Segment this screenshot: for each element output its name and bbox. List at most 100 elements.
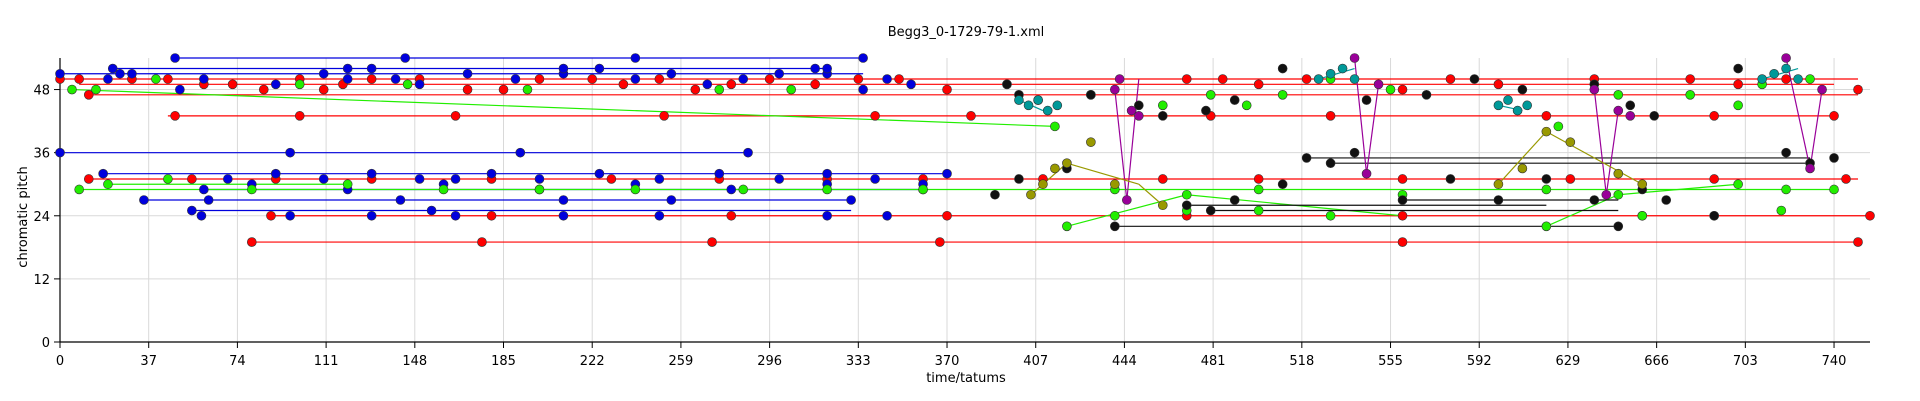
note-point bbox=[1253, 205, 1264, 216]
note-point bbox=[1385, 84, 1396, 95]
note-line bbox=[1138, 183, 1164, 206]
note-point bbox=[1793, 74, 1803, 84]
note-point bbox=[395, 195, 406, 205]
note-point bbox=[1493, 179, 1504, 190]
note-point bbox=[1110, 221, 1120, 232]
note-point bbox=[1122, 195, 1132, 205]
note-point bbox=[942, 84, 952, 95]
note-point bbox=[1541, 111, 1552, 121]
x-tick-label: 259 bbox=[668, 354, 693, 369]
note-point bbox=[1493, 79, 1504, 90]
note-point bbox=[1397, 84, 1408, 95]
note-point bbox=[400, 53, 411, 63]
note-point bbox=[1397, 195, 1408, 205]
note-point bbox=[175, 84, 185, 95]
note-point bbox=[1865, 210, 1875, 221]
tick-labels: 0 37 74 111 148 185 222 259 296 333 370 407 444 481 51… bbox=[33, 84, 1846, 369]
note-point bbox=[1493, 100, 1504, 111]
y-axis-label: chromatic pitch bbox=[16, 166, 31, 267]
note-point bbox=[294, 111, 305, 121]
note-point bbox=[270, 79, 281, 90]
note-point bbox=[486, 168, 497, 179]
note-point bbox=[1841, 174, 1851, 184]
note-point bbox=[74, 184, 84, 195]
note-point bbox=[1493, 195, 1504, 205]
note-line bbox=[1809, 89, 1823, 169]
note-point bbox=[630, 74, 641, 84]
note-point bbox=[594, 63, 605, 74]
note-point bbox=[1086, 137, 1096, 147]
note-point bbox=[1541, 184, 1552, 195]
note-point bbox=[1517, 163, 1528, 174]
note-point bbox=[318, 68, 329, 79]
note-point bbox=[1661, 195, 1672, 205]
note-point bbox=[67, 84, 77, 95]
note-point bbox=[858, 84, 868, 95]
x-tick-label: 111 bbox=[314, 354, 339, 369]
note-point bbox=[1853, 84, 1863, 95]
note-point bbox=[1625, 100, 1636, 111]
note-point bbox=[1026, 189, 1036, 200]
note-point bbox=[1277, 90, 1288, 100]
note-point bbox=[666, 195, 677, 205]
note-point bbox=[1313, 74, 1324, 84]
note-line bbox=[1497, 131, 1547, 185]
note-point bbox=[170, 111, 180, 121]
note-point bbox=[822, 184, 832, 195]
note-point bbox=[342, 74, 353, 84]
note-point bbox=[1023, 100, 1034, 111]
note-point bbox=[846, 195, 856, 205]
x-tick-label: 37 bbox=[140, 354, 157, 369]
note-point bbox=[227, 79, 238, 90]
note-line bbox=[1030, 162, 1068, 196]
note-point bbox=[1541, 174, 1552, 184]
note-line bbox=[1546, 131, 1643, 185]
note-point bbox=[266, 210, 276, 221]
note-point bbox=[858, 53, 868, 63]
note-line bbox=[1761, 67, 1799, 80]
note-point bbox=[477, 237, 487, 247]
note-point bbox=[1337, 63, 1348, 74]
note-point bbox=[1776, 205, 1787, 216]
note-point bbox=[187, 205, 197, 216]
note-point bbox=[83, 174, 94, 184]
note-point bbox=[462, 68, 473, 79]
note-point bbox=[1325, 111, 1336, 121]
note-point bbox=[1685, 74, 1695, 84]
x-tick-label: 185 bbox=[491, 354, 516, 369]
note-point bbox=[1325, 210, 1336, 221]
x-tick-label: 666 bbox=[1644, 354, 1669, 369]
note-point bbox=[127, 68, 137, 79]
note-point bbox=[726, 184, 737, 195]
note-point bbox=[764, 74, 775, 84]
note-point bbox=[1709, 210, 1719, 221]
note-point bbox=[1110, 84, 1120, 95]
note-point bbox=[1445, 74, 1456, 84]
note-point bbox=[1829, 184, 1839, 195]
note-point bbox=[1349, 147, 1360, 158]
note-point bbox=[115, 68, 125, 79]
note-point bbox=[258, 84, 269, 95]
note-point bbox=[139, 195, 149, 205]
note-point bbox=[163, 174, 173, 184]
note-point bbox=[1421, 90, 1432, 100]
note-point bbox=[151, 74, 161, 84]
note-point bbox=[1229, 95, 1240, 105]
note-point bbox=[55, 147, 65, 158]
x-tick-label: 148 bbox=[402, 354, 427, 369]
note-point bbox=[1649, 111, 1660, 121]
note-point bbox=[1301, 153, 1312, 163]
note-point bbox=[935, 237, 945, 247]
note-point bbox=[1541, 126, 1552, 137]
note-point bbox=[1613, 168, 1624, 179]
note-point bbox=[223, 174, 233, 184]
note-point bbox=[91, 84, 101, 95]
y-tick-label: 24 bbox=[33, 210, 50, 225]
note-point bbox=[1361, 168, 1372, 179]
note-point bbox=[654, 210, 665, 221]
note-point bbox=[1062, 221, 1072, 232]
note-point bbox=[366, 210, 377, 221]
note-point bbox=[1565, 137, 1576, 147]
note-point bbox=[366, 168, 377, 179]
